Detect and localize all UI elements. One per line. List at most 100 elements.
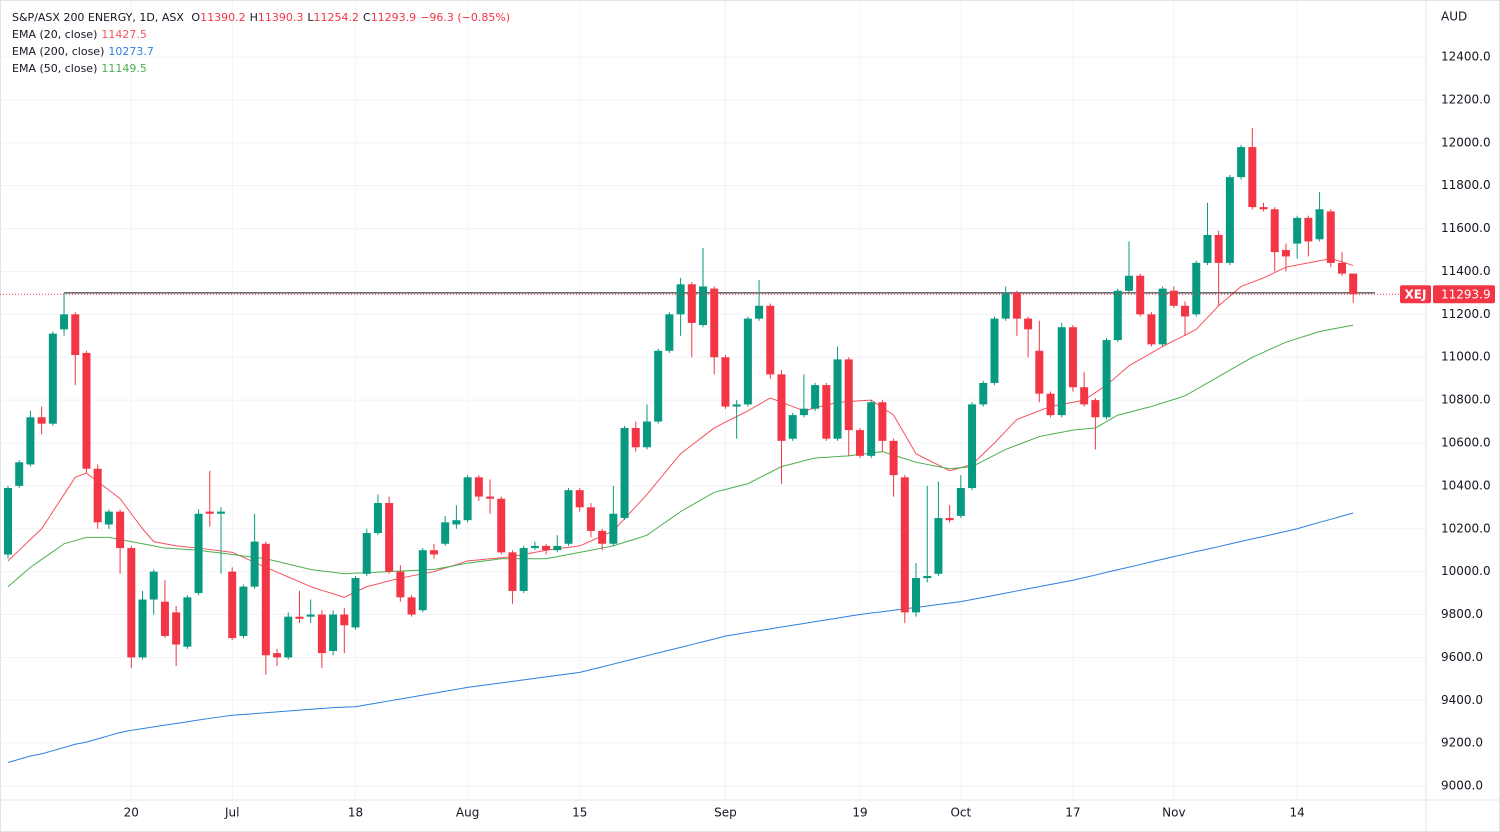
candle-body: [104, 511, 113, 525]
candle-body: [37, 417, 46, 424]
legend-row: EMA (200, close) 10273.7: [12, 43, 518, 60]
candle-body: [183, 597, 192, 647]
x-tick-label: 19: [852, 806, 867, 820]
candle-body: [732, 404, 741, 407]
candle-body: [676, 284, 685, 315]
legend-name: EMA (200, close): [12, 45, 105, 58]
ema-line: [7, 258, 1354, 598]
candle-body: [396, 571, 405, 598]
candle-body: [26, 417, 35, 465]
candle-body: [968, 404, 977, 489]
candle-body: [463, 477, 472, 521]
candle-body: [1270, 209, 1279, 253]
legend-value: 10273.7: [108, 45, 154, 58]
x-tick-label: 17: [1065, 806, 1080, 820]
candle-body: [1326, 211, 1335, 263]
candle-body: [1315, 209, 1324, 240]
candle-body: [665, 314, 674, 351]
candle-body: [878, 402, 887, 441]
price-tag-label: 11293.9: [1441, 288, 1491, 302]
candle-body: [149, 571, 158, 600]
candle-body: [609, 513, 618, 544]
candle-body: [564, 490, 573, 544]
y-tick-label: 10400.0: [1441, 478, 1491, 492]
candle-body: [441, 522, 450, 544]
candle-body: [284, 616, 293, 658]
ema-line: [7, 324, 1354, 588]
y-tick-label: 12400.0: [1441, 50, 1491, 64]
candle-body: [295, 616, 304, 619]
candle-body: [1293, 217, 1302, 244]
y-tick-label: 11000.0: [1441, 350, 1491, 364]
y-tick-label: 10800.0: [1441, 393, 1491, 407]
ohlc-value: 11293.9: [370, 11, 417, 24]
candle-body: [1158, 288, 1167, 345]
candle-body: [1091, 400, 1100, 418]
x-tick-label: 18: [348, 806, 363, 820]
candle-body: [721, 357, 730, 407]
ohlc-value: 11254.2: [313, 11, 360, 24]
candle-body: [60, 314, 69, 330]
candle-body: [519, 548, 528, 591]
ohlc-value: 11390.2: [200, 11, 246, 24]
x-tick-label: Jul: [224, 806, 239, 820]
candle-body: [373, 503, 382, 534]
y-tick-label: 10000.0: [1441, 564, 1491, 578]
candle-body: [1046, 393, 1055, 416]
y-tick-label: 12200.0: [1441, 92, 1491, 106]
candle-body: [799, 408, 808, 416]
y-tick-label: 9800.0: [1441, 607, 1483, 621]
ohlc-letter: L: [307, 11, 314, 24]
candle-body: [1181, 305, 1190, 317]
candle-body: [1349, 273, 1358, 295]
candle-body: [642, 421, 651, 448]
candle-body: [1057, 327, 1066, 416]
candle-body: [429, 550, 438, 555]
ohlc-letter: O: [191, 11, 201, 24]
y-tick-label: 11400.0: [1441, 264, 1491, 278]
x-tick-label: 20: [124, 806, 139, 820]
candle-body: [474, 477, 483, 497]
candle-body: [306, 614, 315, 617]
candle-body: [1113, 290, 1122, 341]
candle-body: [1203, 235, 1212, 263]
candle-body: [407, 597, 416, 615]
candle-body: [990, 318, 999, 383]
candle-body: [160, 601, 169, 636]
candle-body: [631, 427, 640, 448]
candle-body: [1237, 147, 1246, 178]
candle-body: [317, 614, 326, 654]
candle-body: [867, 402, 876, 456]
candle-body: [1337, 262, 1346, 274]
candle-body: [654, 350, 663, 422]
legend-row: EMA (20, close) 11427.5: [12, 26, 518, 43]
legend-value: 11149.5: [101, 62, 147, 75]
x-tick-label: 15: [572, 806, 587, 820]
candle-body: [553, 545, 562, 551]
candle-body: [687, 284, 696, 323]
legend-value: 11427.5: [101, 28, 147, 41]
candle-body: [250, 541, 259, 587]
candle-body: [228, 571, 237, 639]
y-tick-label: 9600.0: [1441, 650, 1483, 664]
candle-body: [1012, 292, 1021, 319]
candle-body: [1080, 387, 1089, 405]
candle-body: [710, 288, 719, 358]
candle-body: [385, 503, 394, 572]
candle-body: [48, 333, 57, 424]
candle-body: [699, 286, 708, 326]
candle-body: [889, 440, 898, 476]
symbol-tag: [1400, 285, 1431, 304]
candle-body: [1304, 217, 1313, 242]
candle-body: [93, 468, 102, 523]
candle-body: [945, 518, 954, 521]
candle-body: [1001, 292, 1010, 319]
candle-body: [452, 520, 461, 525]
candle-body: [900, 477, 909, 613]
candle-body: [239, 586, 248, 636]
y-tick-label: 11600.0: [1441, 221, 1491, 235]
ema-line: [7, 512, 1354, 763]
